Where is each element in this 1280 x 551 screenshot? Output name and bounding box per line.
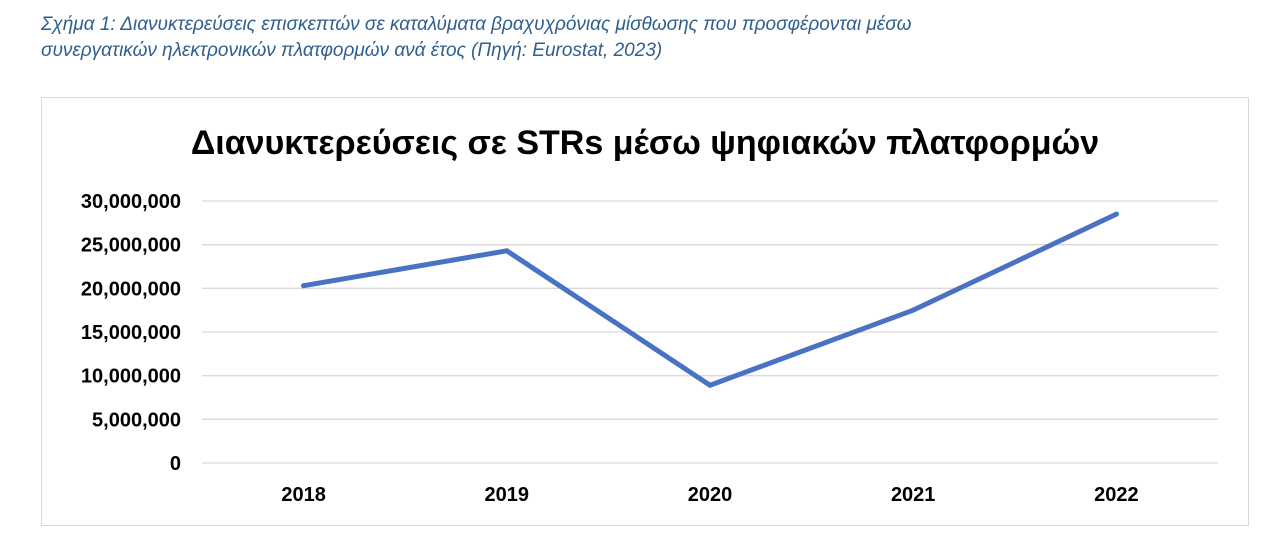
data-point	[301, 283, 307, 289]
y-tick-label: 20,000,000	[81, 278, 181, 300]
data-point	[504, 248, 510, 254]
y-tick-label: 25,000,000	[81, 235, 181, 257]
y-tick-label: 15,000,000	[81, 322, 181, 344]
caption-line-1: Σχήμα 1: Διανυκτερεύσεις επισκεπτών σε κ…	[41, 14, 912, 35]
x-tick-label: 2022	[1094, 484, 1139, 506]
y-axis: 0 5,000,000 10,000,000 15,000,000 20,000,000…	[81, 191, 181, 475]
series-group	[301, 211, 1119, 388]
figure-caption: Σχήμα 1: Διανυκτερεύσεις επισκεπτών σε κ…	[41, 12, 1241, 64]
x-axis: 2018 2019 2020 2021 2022	[281, 484, 1138, 506]
series-line	[301, 211, 1119, 388]
x-tick-label: 2020	[688, 484, 733, 506]
x-tick-label: 2021	[891, 484, 936, 506]
caption-line-2: συνεργατικών ηλεκτρονικών πλατφορμών ανά…	[41, 40, 663, 61]
data-point	[1113, 211, 1119, 217]
y-tick-label: 10,000,000	[81, 366, 181, 388]
data-point	[910, 307, 916, 313]
chart-title: Διανυκτερεύσεις σε STRs μέσω ψηφιακών πλ…	[191, 124, 1099, 162]
y-tick-label: 0	[170, 453, 181, 475]
x-tick-label: 2018	[281, 484, 326, 506]
x-tick-label: 2019	[485, 484, 530, 506]
y-tick-label: 30,000,000	[81, 191, 181, 213]
y-tick-label: 5,000,000	[92, 409, 181, 431]
chart-frame	[41, 97, 1249, 526]
data-point	[707, 382, 713, 388]
